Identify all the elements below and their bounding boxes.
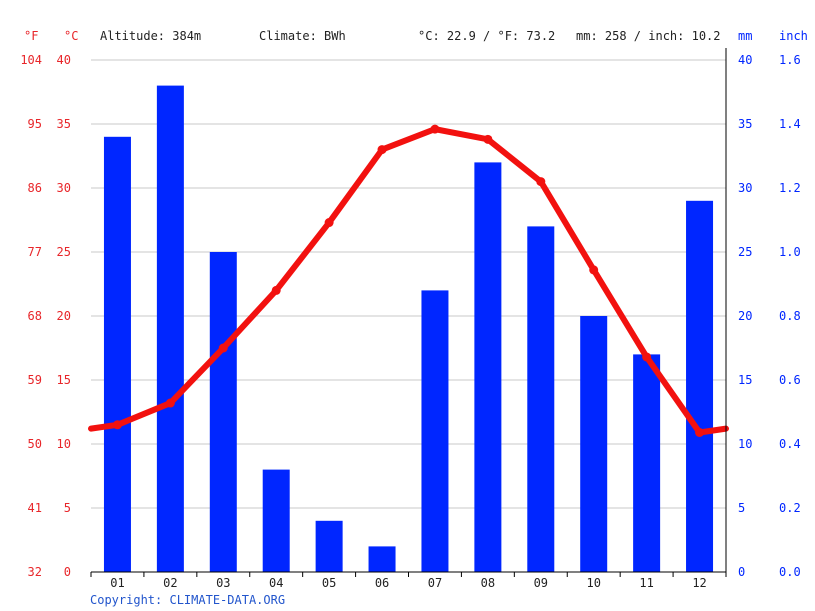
inch-tick-label: 0.8 (779, 309, 801, 323)
celsius-tick-label: 25 (57, 245, 71, 259)
temperature-point (271, 285, 281, 295)
celsius-tick-label: 0 (64, 565, 71, 579)
temperature-point (483, 134, 493, 144)
celsius-tick-label: 30 (57, 181, 71, 195)
mm-unit-label: mm (738, 29, 752, 43)
fahrenheit-tick-label: 32 (28, 565, 42, 579)
precipitation-bar (262, 469, 290, 572)
precipitation-bar (315, 520, 343, 572)
fahrenheit-tick-label: 59 (28, 373, 42, 387)
fahrenheit-tick-label: 50 (28, 437, 42, 451)
temperature-point (430, 124, 440, 134)
month-tick-label: 11 (639, 576, 653, 590)
month-tick-label: 02 (163, 576, 177, 590)
temperature-point (165, 398, 175, 408)
tick-labels: 32 0 0 0.0 41 5 5 0.2 50 10 10 0.4 59 15 15 0.6 68 20 20 0.… (20, 53, 800, 590)
fahrenheit-tick-label: 95 (28, 117, 42, 131)
month-tick-label: 05 (322, 576, 336, 590)
mm-tick-label: 15 (738, 373, 752, 387)
celsius-tick-label: 35 (57, 117, 71, 131)
inch-tick-label: 1.4 (779, 117, 801, 131)
precipitation-summary: mm: 258 / inch: 10.2 (576, 29, 721, 43)
fahrenheit-tick-label: 77 (28, 245, 42, 259)
celsius-tick-label: 10 (57, 437, 71, 451)
mm-tick-label: 5 (738, 501, 745, 515)
mm-tick-label: 35 (738, 117, 752, 131)
inch-tick-label: 0.0 (779, 565, 801, 579)
gridlines (91, 59, 726, 509)
fahrenheit-tick-label: 41 (28, 501, 42, 515)
fahrenheit-tick-label: 86 (28, 181, 42, 195)
precipitation-bar (156, 85, 184, 572)
month-tick-label: 01 (110, 576, 124, 590)
mm-tick-label: 10 (738, 437, 752, 451)
precipitation-bar (368, 546, 396, 572)
inch-tick-label: 1.6 (779, 53, 801, 67)
inch-tick-label: 1.0 (779, 245, 801, 259)
temperature-point (536, 177, 546, 187)
mm-tick-label: 0 (738, 565, 745, 579)
fahrenheit-unit-label: °F (24, 29, 38, 43)
mm-tick-label: 40 (738, 53, 752, 67)
precipitation-bar (209, 252, 237, 572)
mm-tick-label: 30 (738, 181, 752, 195)
celsius-tick-label: 5 (64, 501, 71, 515)
month-tick-label: 07 (428, 576, 442, 590)
month-tick-label: 09 (534, 576, 548, 590)
temperature-point (589, 265, 599, 275)
precipitation-bars (103, 85, 714, 573)
month-tick-label: 12 (692, 576, 706, 590)
inch-unit-label: inch (779, 29, 808, 43)
precipitation-bar (103, 136, 131, 573)
celsius-unit-label: °C (64, 29, 78, 43)
precipitation-bar (580, 316, 608, 572)
inch-tick-label: 0.6 (779, 373, 801, 387)
temperature-point (642, 352, 652, 362)
temperature-summary: °C: 22.9 / °F: 73.2 (418, 29, 555, 43)
mm-tick-label: 20 (738, 309, 752, 323)
precipitation-bar (474, 162, 502, 572)
temperature-point (218, 343, 228, 353)
precipitation-bar (633, 354, 661, 572)
month-tick-label: 04 (269, 576, 283, 590)
copyright-text: Copyright: CLIMATE-DATA.ORG (90, 593, 285, 607)
temperature-point (112, 420, 122, 430)
celsius-tick-label: 20 (57, 309, 71, 323)
axes (90, 48, 727, 577)
month-tick-label: 10 (586, 576, 600, 590)
altitude-label: Altitude: 384m (100, 29, 201, 43)
precipitation-bar (686, 200, 714, 573)
temperature-series-line (88, 126, 729, 436)
precipitation-bar (421, 290, 449, 572)
temperature-point (377, 145, 387, 155)
temperature-point (324, 218, 334, 228)
precipitation-bar (527, 226, 555, 572)
month-tick-label: 03 (216, 576, 230, 590)
fahrenheit-tick-label: 68 (28, 309, 42, 323)
month-tick-label: 08 (481, 576, 495, 590)
temperature-line (88, 124, 729, 437)
celsius-tick-label: 40 (57, 53, 71, 67)
fahrenheit-tick-label: 104 (20, 53, 42, 67)
month-tick-label: 06 (375, 576, 389, 590)
celsius-tick-label: 15 (57, 373, 71, 387)
inch-tick-label: 0.4 (779, 437, 801, 451)
climate-label: Climate: BWh (259, 29, 346, 43)
temperature-point (695, 427, 705, 437)
inch-tick-label: 0.2 (779, 501, 801, 515)
mm-tick-label: 25 (738, 245, 752, 259)
inch-tick-label: 1.2 (779, 181, 801, 195)
